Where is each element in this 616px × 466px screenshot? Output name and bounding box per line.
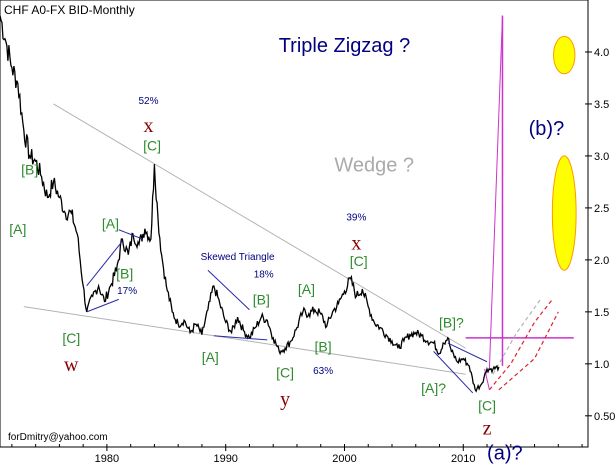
gray-dashed-projection: [492, 299, 541, 375]
red-dashed-projection-2: [498, 311, 559, 391]
wedge-upper-line: [53, 103, 466, 349]
wave-label: Triple Zigzag ?: [279, 35, 411, 57]
y-tick-label: 1.5: [594, 307, 609, 319]
wave-label: [C]: [478, 398, 496, 414]
wedge-lower-line: [23, 306, 466, 375]
y-axis: 0.50 1.0 1.5 2.0 2.5 3.0 3.5 4.0: [585, 47, 615, 423]
pattern-lines: [86, 229, 488, 394]
y-tick-label: 4.0: [594, 47, 609, 59]
chart-title: CHF A0-FX BID-Monthly: [4, 3, 135, 17]
wave-label: 39%: [346, 212, 366, 223]
wave-label: 52%: [138, 96, 158, 107]
wave-label: Skewed Triangle: [201, 252, 275, 263]
y-tick-label: 1.0: [594, 359, 609, 371]
y-tick-label: 0.50: [594, 411, 615, 423]
wave-label: y: [280, 388, 290, 410]
x-upper-line: [118, 229, 143, 240]
wave-label: [B]: [315, 338, 332, 354]
w-lower-line: [86, 298, 119, 313]
wave-label: [C]: [276, 364, 294, 380]
wave-label: (a)?: [487, 442, 523, 464]
wave-label: [B]: [116, 266, 133, 282]
wave-label: [A]: [298, 281, 315, 297]
w-upper-line: [86, 240, 123, 287]
target-ellipse-lower: [551, 155, 577, 271]
wave-label: x: [143, 115, 153, 137]
wave-label: Wedge ?: [334, 155, 414, 177]
wave-label: [B]: [253, 292, 270, 308]
wave-label: w: [64, 354, 79, 376]
red-dashed-projection-1: [488, 299, 553, 391]
wave-label: [C]: [350, 253, 368, 269]
wave-label: [A]: [9, 221, 26, 237]
wave-labels: [B][A][C]w[A][B]17%52%x[C]Skewed Triangl…: [9, 35, 564, 464]
x-tick-label: 1980: [95, 453, 119, 465]
projection-left-diag: [484, 368, 490, 390]
plot-frame: [0, 0, 589, 448]
wave-label: z: [483, 418, 492, 440]
wave-label: [B]: [21, 162, 38, 178]
wave-label: [A]: [102, 216, 119, 232]
wave-label: 63%: [313, 366, 333, 377]
x-tick-label: 2010: [451, 453, 475, 465]
wave-label: [C]: [62, 330, 80, 346]
x-tick-label: 2000: [332, 453, 356, 465]
target-ellipse-upper: [553, 35, 576, 75]
x-axis: 1980 1990 2000 2010: [11, 444, 583, 465]
wave-label: 17%: [117, 286, 137, 297]
author-email: forDmitry@yahoo.com: [8, 432, 108, 443]
y-tick-label: 2.5: [594, 203, 609, 215]
wave-label: [C]: [143, 138, 161, 154]
y-tick-label: 2.0: [594, 255, 609, 267]
triangle-upper-line: [207, 269, 250, 311]
wave-label: [B]?: [439, 314, 464, 330]
price-line: [0, 15, 500, 393]
wave-label: 18%: [254, 270, 274, 281]
y-tick-label: 3.0: [594, 151, 609, 163]
wave-label: [A]: [202, 349, 219, 365]
triangle-lower-line: [213, 335, 268, 341]
projection-to-top: [488, 15, 503, 370]
wave-label: (b)?: [529, 118, 565, 140]
final-upper-line: [447, 342, 488, 363]
trend-lines: [23, 15, 574, 390]
projection-layer: [488, 35, 577, 391]
wave-label: [A]?: [421, 380, 446, 396]
y-tick-label: 3.5: [594, 99, 609, 111]
final-lower-line: [433, 351, 474, 394]
x-tick-label: 1990: [213, 453, 237, 465]
price-series: [0, 15, 500, 393]
wave-label: x: [351, 232, 361, 254]
